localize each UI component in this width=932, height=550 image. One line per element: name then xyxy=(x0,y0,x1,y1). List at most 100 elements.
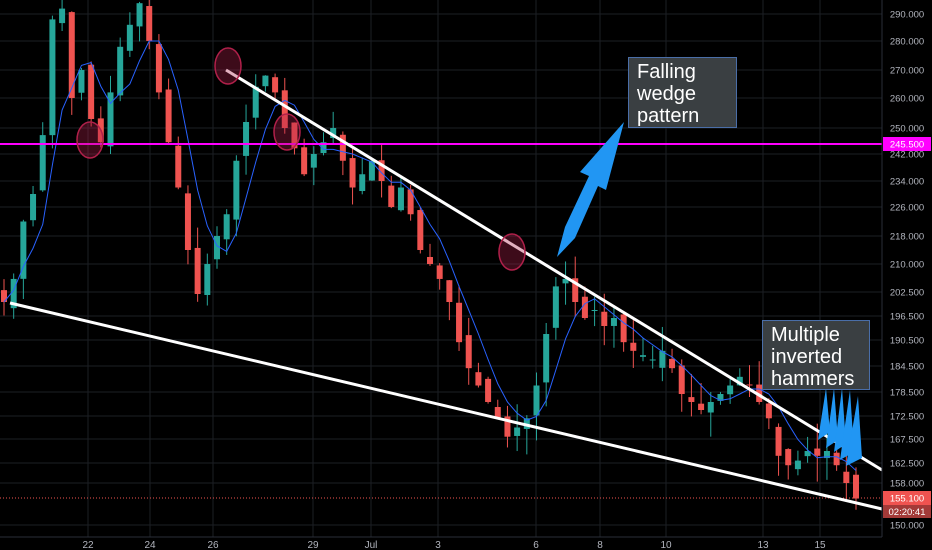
candle-body xyxy=(378,160,385,181)
annotation-inverted-hammers: Multiple inverted hammers xyxy=(762,320,870,390)
wedge-lower-trendline[interactable] xyxy=(9,301,883,511)
annotation-line: pattern xyxy=(637,105,700,127)
candle-body xyxy=(727,385,734,395)
candle-body xyxy=(717,394,724,401)
level-price-tag xyxy=(883,137,931,151)
candle-body xyxy=(640,355,646,357)
candle-body xyxy=(572,278,579,302)
time-tick-label: Jul xyxy=(365,540,378,550)
candle-body xyxy=(165,89,172,143)
candle-body xyxy=(262,75,269,87)
annotation-line: inverted xyxy=(771,346,843,368)
candle-body xyxy=(155,44,162,93)
wedge-upper-trendline[interactable] xyxy=(225,68,883,472)
candle-body xyxy=(407,189,414,215)
highlight-circle xyxy=(273,113,301,151)
price-tick-label: 178.500 xyxy=(890,388,924,399)
time-tick-label: 6 xyxy=(533,540,539,550)
candle-body xyxy=(252,86,259,118)
price-tick-label: 162.500 xyxy=(890,459,924,470)
candle-body xyxy=(39,135,46,191)
price-tick-label: 242.000 xyxy=(890,150,924,161)
price-tick-label: 210.000 xyxy=(890,260,924,271)
annotation-falling-wedge: Falling wedge pattern xyxy=(628,57,737,128)
hammers-arrows xyxy=(818,388,862,466)
candle-body xyxy=(853,474,859,499)
candle-body xyxy=(504,416,511,437)
candle-body xyxy=(291,122,298,149)
candle-body xyxy=(456,302,463,343)
candle-body xyxy=(126,24,133,51)
time-tick-label: 22 xyxy=(82,540,94,550)
candle-body xyxy=(243,122,250,156)
time-tick-label: 13 xyxy=(757,540,769,550)
candle-body xyxy=(562,278,569,284)
candle-body xyxy=(514,427,521,436)
annotation-line: wedge xyxy=(637,83,696,105)
candle-body xyxy=(20,221,27,279)
candle-body xyxy=(417,210,424,250)
time-axis[interactable]: 22 24 26 29 Jul 3 6 8 10 13 15 xyxy=(0,536,882,550)
candle-body xyxy=(746,384,753,386)
candle-body xyxy=(310,154,317,168)
candle-body xyxy=(823,451,830,459)
candle-body xyxy=(543,334,550,383)
candle-body xyxy=(591,310,598,311)
candle-body xyxy=(301,147,308,175)
candle-body xyxy=(833,452,840,466)
candle-body xyxy=(533,385,540,416)
candle-body xyxy=(349,158,356,188)
price-tick-label: 290.000 xyxy=(890,10,924,21)
candle-body xyxy=(59,8,66,24)
candle-body xyxy=(272,77,279,93)
candle-body xyxy=(620,314,627,343)
candle-body xyxy=(175,145,182,188)
highlight-circles xyxy=(76,47,526,271)
candle-body xyxy=(368,160,375,181)
countdown-tag xyxy=(883,505,931,518)
candle-body xyxy=(146,6,153,42)
candle-body xyxy=(436,265,443,279)
candle-body xyxy=(485,378,492,402)
candle-body xyxy=(136,3,143,27)
candle-body xyxy=(388,185,395,207)
annotation-line: Falling xyxy=(637,61,696,83)
candle-body xyxy=(814,448,821,456)
price-tick-label: 250.000 xyxy=(890,124,924,135)
candle-body xyxy=(494,407,501,419)
price-tick-label: 218.000 xyxy=(890,232,924,243)
candle-body xyxy=(30,194,37,221)
candle-body xyxy=(669,358,676,369)
candle-body xyxy=(707,402,714,413)
price-axis[interactable]: 150.000 02:20:41 155.100 158.000 162.500 167.… xyxy=(881,0,932,550)
price-tick-label: 280.000 xyxy=(890,37,924,48)
wedge-arrow xyxy=(557,122,624,257)
countdown-label: 02:20:41 xyxy=(889,507,926,518)
candle-body xyxy=(320,142,327,154)
moving-average-line xyxy=(3,40,857,471)
candle-body xyxy=(475,372,482,386)
price-tick-label: 226.000 xyxy=(890,203,924,214)
price-tick-label: 245.500 xyxy=(890,140,924,151)
candle-body xyxy=(117,46,124,96)
price-tick-label: 234.000 xyxy=(890,177,924,188)
candle-body xyxy=(794,460,801,470)
candle-body xyxy=(610,318,617,326)
candle-body xyxy=(397,187,404,211)
candle-body xyxy=(785,449,792,466)
candle-body xyxy=(649,359,656,361)
price-tick-label: 172.500 xyxy=(890,412,924,423)
candle-body xyxy=(756,384,763,402)
candle-body xyxy=(204,264,211,295)
price-tick-label: 150.000 xyxy=(890,521,924,532)
candle-body xyxy=(223,214,230,240)
price-tick-label: 260.000 xyxy=(890,94,924,105)
candle-body xyxy=(1,290,7,302)
grid-lines xyxy=(0,0,882,537)
highlight-circle xyxy=(76,121,104,159)
candle-body xyxy=(88,64,95,119)
candle-body xyxy=(659,350,666,368)
candle-body xyxy=(688,397,695,402)
candle-body xyxy=(194,247,201,294)
